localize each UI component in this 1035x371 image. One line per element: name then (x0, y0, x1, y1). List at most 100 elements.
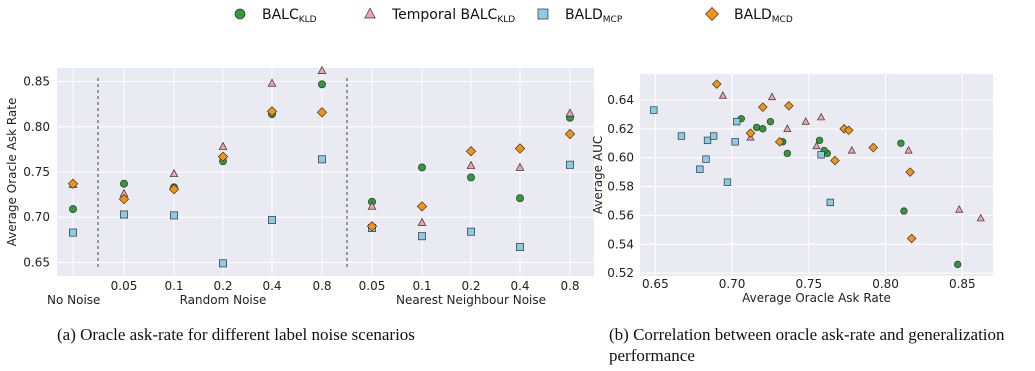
x-tick-label: 0.2 (461, 279, 480, 293)
data-point-diamond (774, 137, 785, 147)
data-point-square (703, 136, 712, 145)
legend-label: BALCKLD (262, 7, 317, 25)
data-point-circle (897, 139, 905, 147)
data-point-diamond (757, 102, 768, 112)
y-tick-label: 0.65 (23, 255, 50, 269)
data-point-square (723, 178, 732, 186)
data-point-square (710, 132, 718, 140)
data-point-diamond (711, 79, 722, 89)
group-label: Random Noise (180, 293, 267, 307)
data-point-diamond (905, 167, 915, 177)
data-point-triangle (783, 124, 792, 132)
data-point-triangle (801, 117, 810, 125)
data-point-circle (120, 179, 128, 188)
data-point-triangle (847, 145, 856, 154)
y-tick-label: 0.54 (607, 237, 634, 251)
data-point-square (418, 232, 426, 241)
x-tick-label: 0.65 (642, 277, 669, 291)
y-tick-label: 0.52 (607, 266, 634, 280)
x-tick-label: 0.1 (164, 279, 183, 293)
x-tick-label: 0.1 (412, 279, 431, 293)
data-point-circle (69, 205, 77, 214)
group-label: Nearest Neighbour Noise (396, 293, 546, 307)
legend-label: Temporal BALCKLD (391, 7, 515, 25)
y-tick-label: 0.75 (23, 165, 50, 179)
data-point-triangle (367, 201, 377, 210)
x-tick-label: 0.4 (262, 279, 281, 293)
x-tick-label: 0.80 (872, 277, 899, 291)
legend: BALCKLD Temporal BALCKLD BALDMCP BALDMCD (234, 7, 793, 25)
data-point-diamond (843, 125, 854, 136)
data-point-square (120, 210, 128, 219)
x-tick-label: 0.4 (510, 279, 529, 293)
data-point-square (702, 155, 710, 163)
data-point-square (467, 227, 475, 236)
data-point-diamond (366, 221, 378, 232)
data-point-square (516, 243, 524, 252)
data-point-diamond (784, 100, 794, 111)
data-point-diamond (416, 201, 428, 212)
y-axis-label: Average AUC (591, 136, 605, 214)
data-point-square (826, 198, 834, 207)
data-point-triangle (218, 141, 228, 150)
legend-label: BALDMCD (734, 7, 793, 25)
x-tick-label: 0.2 (213, 279, 232, 293)
data-point-triangle (466, 160, 476, 169)
data-point-triangle (565, 108, 575, 117)
y-tick-label: 0.80 (23, 120, 50, 134)
data-point-circle (318, 80, 326, 89)
caption-b: (b) Correlation between oracle ask-rate … (609, 325, 1005, 365)
x-tick-label: 0.05 (111, 279, 138, 293)
data-point-triangle (904, 145, 913, 154)
data-point-triangle (267, 78, 277, 87)
group-label: No Noise (47, 293, 100, 307)
x-tick-label: 0.85 (949, 277, 976, 291)
data-point-diamond (217, 151, 229, 162)
data-point-square (677, 132, 686, 140)
data-point-diamond (868, 142, 879, 153)
x-tick-label: 0.05 (359, 279, 386, 293)
data-point-square (170, 211, 178, 220)
data-point-square (817, 151, 825, 159)
data-point-circle (759, 125, 767, 133)
legend-item-2: BALDMCP (537, 7, 623, 25)
data-point-diamond (67, 178, 79, 189)
data-point-circle (752, 123, 761, 132)
data-point-diamond (465, 146, 477, 157)
data-point-diamond (168, 184, 180, 195)
y-tick-label: 0.58 (607, 180, 634, 194)
y-axis-label: Average Oracle Ask Rate (5, 98, 19, 247)
data-point-square (733, 117, 741, 126)
data-point-triangle (812, 141, 821, 150)
data-point-square (650, 106, 658, 114)
legend-label: BALDMCP (565, 7, 623, 25)
data-point-triangle (718, 91, 727, 99)
data-point-circle (815, 136, 824, 145)
legend-marker-diamond (705, 7, 719, 21)
legend-item-0: BALCKLD (234, 7, 317, 25)
data-point-diamond (745, 128, 756, 138)
caption-a: (a) Oracle ask-rate for different label … (57, 325, 415, 344)
data-point-triangle (955, 205, 964, 213)
figure: BALCKLD Temporal BALCKLD BALDMCP BALDMCD 0.… (5, 7, 993, 307)
y-tick-label: 0.60 (607, 151, 634, 165)
legend-marker-circle (234, 8, 246, 20)
data-point-circle (783, 149, 791, 158)
data-point-circle (418, 163, 426, 172)
data-point-triangle (817, 112, 826, 121)
data-point-circle (954, 260, 962, 269)
data-point-square (268, 215, 276, 224)
data-point-triangle (169, 168, 179, 178)
chart-b-correlation: 0.52 0.54 0.56 0.58 0.60 0.62 0.64 0.65 0.70 0.75… (591, 74, 993, 305)
y-tick-label: 0.85 (23, 75, 50, 89)
data-point-diamond (118, 193, 130, 205)
x-axis-label: Average Oracle Ask Rate (742, 291, 891, 305)
y-tick-label: 0.64 (607, 93, 634, 107)
data-point-square (731, 138, 739, 146)
data-point-diamond (830, 155, 840, 166)
legend-item-3: BALDMCD (705, 7, 793, 25)
x-tick-label: 0.75 (795, 277, 822, 291)
data-point-diamond (266, 106, 278, 117)
data-point-triangle (976, 213, 985, 222)
x-tick-label: 0.8 (560, 279, 579, 293)
